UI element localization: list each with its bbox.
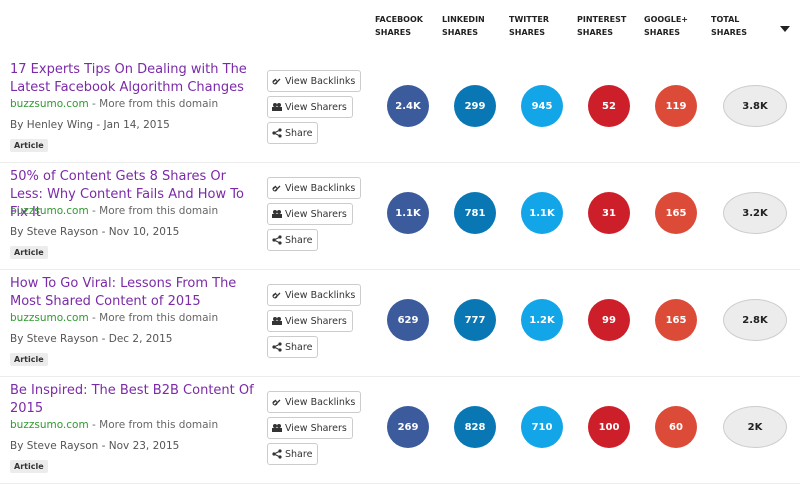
type-tag: Article — [10, 353, 48, 366]
icon — [272, 399, 281, 406]
result-row: 17 Experts Tips On Dealing with The Late… — [0, 55, 800, 163]
action-button[interactable]: View Sharers — [267, 417, 353, 439]
icon — [272, 210, 282, 218]
share-count: 31 — [588, 192, 630, 234]
domain-link[interactable]: buzzsumo.com — [10, 312, 89, 324]
result-row: Be Inspired: The Best B2B Content Of 201… — [0, 376, 800, 484]
share-count: 165 — [655, 192, 697, 234]
share-count: 945 — [521, 85, 563, 127]
domain-line: buzzsumo.com - More from this domain — [10, 205, 218, 217]
article-title[interactable]: 50% of Content Gets 8 Shares Or Less: Wh… — [10, 169, 244, 220]
type-tag: Article — [10, 246, 48, 259]
column-header: TWITTER SHARES — [509, 15, 549, 37]
action-label: View Backlinks — [285, 289, 356, 301]
action-label: View Backlinks — [285, 396, 356, 408]
action-button[interactable]: Share — [267, 229, 319, 251]
action-button[interactable]: View Sharers — [267, 96, 353, 118]
domain-link[interactable]: buzzsumo.com — [10, 205, 89, 217]
share-count: 60 — [655, 406, 697, 448]
total-shares: 3.8K — [723, 85, 787, 127]
icon — [272, 235, 282, 245]
share-count: 165 — [655, 299, 697, 341]
action-label: View Backlinks — [285, 182, 356, 194]
icon — [272, 424, 282, 432]
action-button[interactable]: View Backlinks — [267, 177, 362, 199]
action-label: View Sharers — [285, 315, 347, 327]
article-title[interactable]: How To Go Viral: Lessons From The Most S… — [10, 276, 237, 309]
action-button[interactable]: View Sharers — [267, 310, 353, 332]
action-label: View Sharers — [285, 208, 347, 220]
action-label: Share — [285, 234, 313, 246]
action-label: View Sharers — [285, 422, 347, 434]
column-header: LINKEDIN SHARES — [442, 15, 485, 37]
domain-line: buzzsumo.com - More from this domain — [10, 312, 218, 324]
column-header: FACEBOOK SHARES — [375, 15, 423, 37]
byline: By Steve Rayson - Nov 23, 2015 — [10, 440, 180, 452]
icon — [272, 78, 281, 85]
domain-link[interactable]: buzzsumo.com — [10, 98, 89, 110]
icon — [272, 292, 281, 299]
icon — [272, 103, 282, 111]
domain-line: buzzsumo.com - More from this domain — [10, 98, 218, 110]
type-tag: Article — [10, 139, 48, 152]
share-count: 100 — [588, 406, 630, 448]
article-title[interactable]: 17 Experts Tips On Dealing with The Late… — [10, 62, 247, 95]
action-label: Share — [285, 127, 313, 139]
domain-link[interactable]: buzzsumo.com — [10, 419, 89, 431]
result-row: How To Go Viral: Lessons From The Most S… — [0, 269, 800, 377]
share-count: 99 — [588, 299, 630, 341]
more-from-domain[interactable]: - More from this domain — [92, 205, 219, 217]
action-label: Share — [285, 448, 313, 460]
action-button[interactable]: View Backlinks — [267, 70, 362, 92]
action-button[interactable]: Share — [267, 122, 319, 144]
share-count: 269 — [387, 406, 429, 448]
total-shares: 2K — [723, 406, 787, 448]
action-button[interactable]: View Sharers — [267, 203, 353, 225]
share-count: 1.1K — [521, 192, 563, 234]
action-button[interactable]: Share — [267, 443, 319, 465]
article-title[interactable]: Be Inspired: The Best B2B Content Of 201… — [10, 383, 254, 416]
byline: By Henley Wing - Jan 14, 2015 — [10, 119, 170, 131]
total-shares: 2.8K — [723, 299, 787, 341]
share-count: 710 — [521, 406, 563, 448]
sort-arrow[interactable] — [780, 26, 790, 34]
share-count: 1.2K — [521, 299, 563, 341]
icon — [272, 128, 282, 138]
share-count: 781 — [454, 192, 496, 234]
byline: By Steve Rayson - Nov 10, 2015 — [10, 226, 180, 238]
byline: By Steve Rayson - Dec 2, 2015 — [10, 333, 173, 345]
column-header: GOOGLE+ SHARES — [644, 15, 688, 37]
icon — [272, 449, 282, 459]
share-count: 299 — [454, 85, 496, 127]
more-from-domain[interactable]: - More from this domain — [92, 98, 219, 110]
icon — [272, 317, 282, 325]
domain-line: buzzsumo.com - More from this domain — [10, 419, 218, 431]
action-button[interactable]: View Backlinks — [267, 391, 362, 413]
column-header: PINTEREST SHARES — [577, 15, 627, 37]
share-count: 52 — [588, 85, 630, 127]
icon — [272, 185, 281, 192]
share-count: 119 — [655, 85, 697, 127]
result-row: 50% of Content Gets 8 Shares Or Less: Wh… — [0, 162, 800, 270]
share-count: 777 — [454, 299, 496, 341]
more-from-domain[interactable]: - More from this domain — [92, 419, 219, 431]
share-count: 828 — [454, 406, 496, 448]
share-count: 629 — [387, 299, 429, 341]
action-label: View Sharers — [285, 101, 347, 113]
share-count: 2.4K — [387, 85, 429, 127]
action-label: Share — [285, 341, 313, 353]
type-tag: Article — [10, 460, 48, 473]
share-count: 1.1K — [387, 192, 429, 234]
more-from-domain[interactable]: - More from this domain — [92, 312, 219, 324]
action-button[interactable]: Share — [267, 336, 319, 358]
icon — [272, 342, 282, 352]
action-button[interactable]: View Backlinks — [267, 284, 362, 306]
action-label: View Backlinks — [285, 75, 356, 87]
total-shares: 3.2K — [723, 192, 787, 234]
column-header[interactable]: TOTAL SHARES — [711, 15, 748, 37]
